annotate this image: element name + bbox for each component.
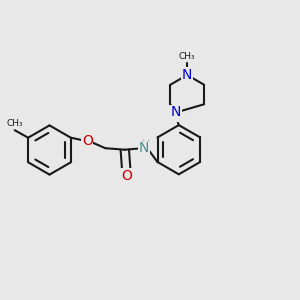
Text: H: H bbox=[142, 140, 150, 150]
Text: N: N bbox=[139, 141, 149, 155]
Text: O: O bbox=[121, 169, 132, 183]
Text: CH₃: CH₃ bbox=[179, 52, 196, 61]
Text: O: O bbox=[82, 134, 93, 148]
Text: CH₃: CH₃ bbox=[6, 119, 23, 128]
Text: N: N bbox=[182, 68, 192, 82]
Text: N: N bbox=[171, 106, 181, 119]
Text: N: N bbox=[171, 108, 181, 122]
